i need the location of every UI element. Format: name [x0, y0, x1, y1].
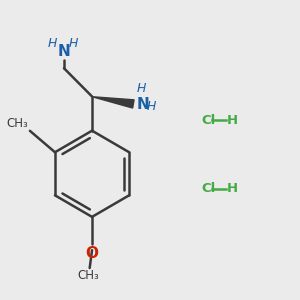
Text: CH₃: CH₃ — [77, 269, 99, 282]
Text: H: H — [227, 182, 238, 195]
Text: Cl: Cl — [201, 114, 215, 127]
Text: H: H — [137, 82, 146, 95]
Text: H: H — [227, 114, 238, 127]
Polygon shape — [92, 97, 134, 108]
Text: H: H — [48, 37, 58, 50]
Text: N: N — [137, 97, 150, 112]
Text: N: N — [58, 44, 70, 59]
Text: H: H — [68, 37, 77, 50]
Text: Cl: Cl — [201, 182, 215, 195]
Text: H: H — [146, 100, 156, 113]
Text: CH₃: CH₃ — [7, 117, 28, 130]
Text: O: O — [85, 246, 98, 261]
